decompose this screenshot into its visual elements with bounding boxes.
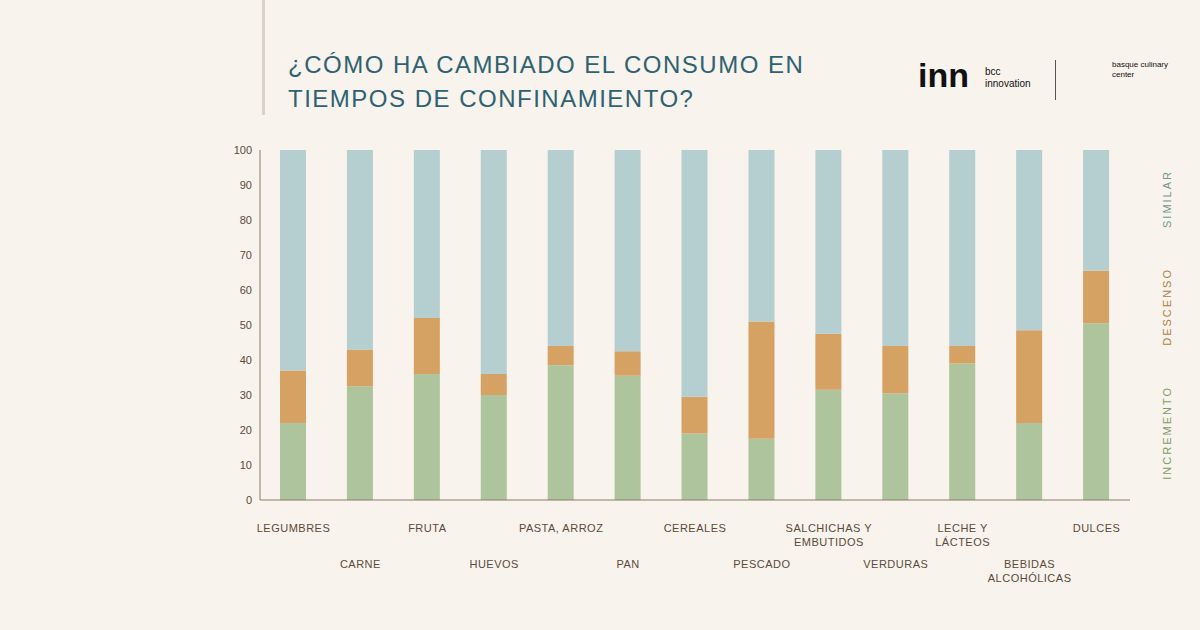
svg-text:10: 10 bbox=[240, 459, 252, 471]
svg-text:50: 50 bbox=[240, 319, 252, 331]
svg-text:SALCHICHAS YEMBUTIDOS: SALCHICHAS YEMBUTIDOS bbox=[786, 522, 873, 548]
svg-text:60: 60 bbox=[240, 284, 252, 296]
svg-text:PESCADO: PESCADO bbox=[733, 558, 790, 570]
svg-text:90: 90 bbox=[240, 179, 252, 191]
svg-text:30: 30 bbox=[240, 389, 252, 401]
svg-text:LECHE YLÁCTEOS: LECHE YLÁCTEOS bbox=[935, 522, 990, 548]
svg-text:0: 0 bbox=[246, 494, 252, 506]
svg-text:HUEVOS: HUEVOS bbox=[469, 558, 518, 570]
svg-text:100: 100 bbox=[234, 144, 252, 156]
svg-text:80: 80 bbox=[240, 214, 252, 226]
html-text:INCREMENTO: INCREMENTO bbox=[1161, 386, 1173, 480]
svg-text:CARNE: CARNE bbox=[340, 558, 381, 570]
svg-text:40: 40 bbox=[240, 354, 252, 366]
svg-text:70: 70 bbox=[240, 249, 252, 261]
html-text:DESCENSO: DESCENSO bbox=[1161, 268, 1173, 346]
svg-text:PASTA, ARROZ: PASTA, ARROZ bbox=[519, 522, 603, 534]
html-text:bcc innovation: bcc innovation bbox=[985, 66, 1031, 89]
svg-text:DULCES: DULCES bbox=[1073, 522, 1121, 534]
html-text:SIMILAR: SIMILAR bbox=[1161, 170, 1173, 229]
svg-text:20: 20 bbox=[240, 424, 252, 436]
svg-text:CEREALES: CEREALES bbox=[664, 522, 727, 534]
html-text:¿CÓMO HA CAMBIADO EL CONSUMO E: ¿CÓMO HA CAMBIADO EL CONSUMO EN TIEMPOS … bbox=[288, 51, 805, 112]
html-text:basque culinary center: basque culinary center bbox=[1112, 60, 1168, 79]
html-text:inn: inn bbox=[918, 56, 969, 94]
svg-text:FRUTA: FRUTA bbox=[408, 522, 447, 534]
svg-text:PAN: PAN bbox=[616, 558, 639, 570]
svg-text:BEBIDASALCOHÓLICAS: BEBIDASALCOHÓLICAS bbox=[988, 558, 1072, 584]
svg-text:LEGUMBRES: LEGUMBRES bbox=[257, 522, 331, 534]
svg-text:VERDURAS: VERDURAS bbox=[863, 558, 928, 570]
